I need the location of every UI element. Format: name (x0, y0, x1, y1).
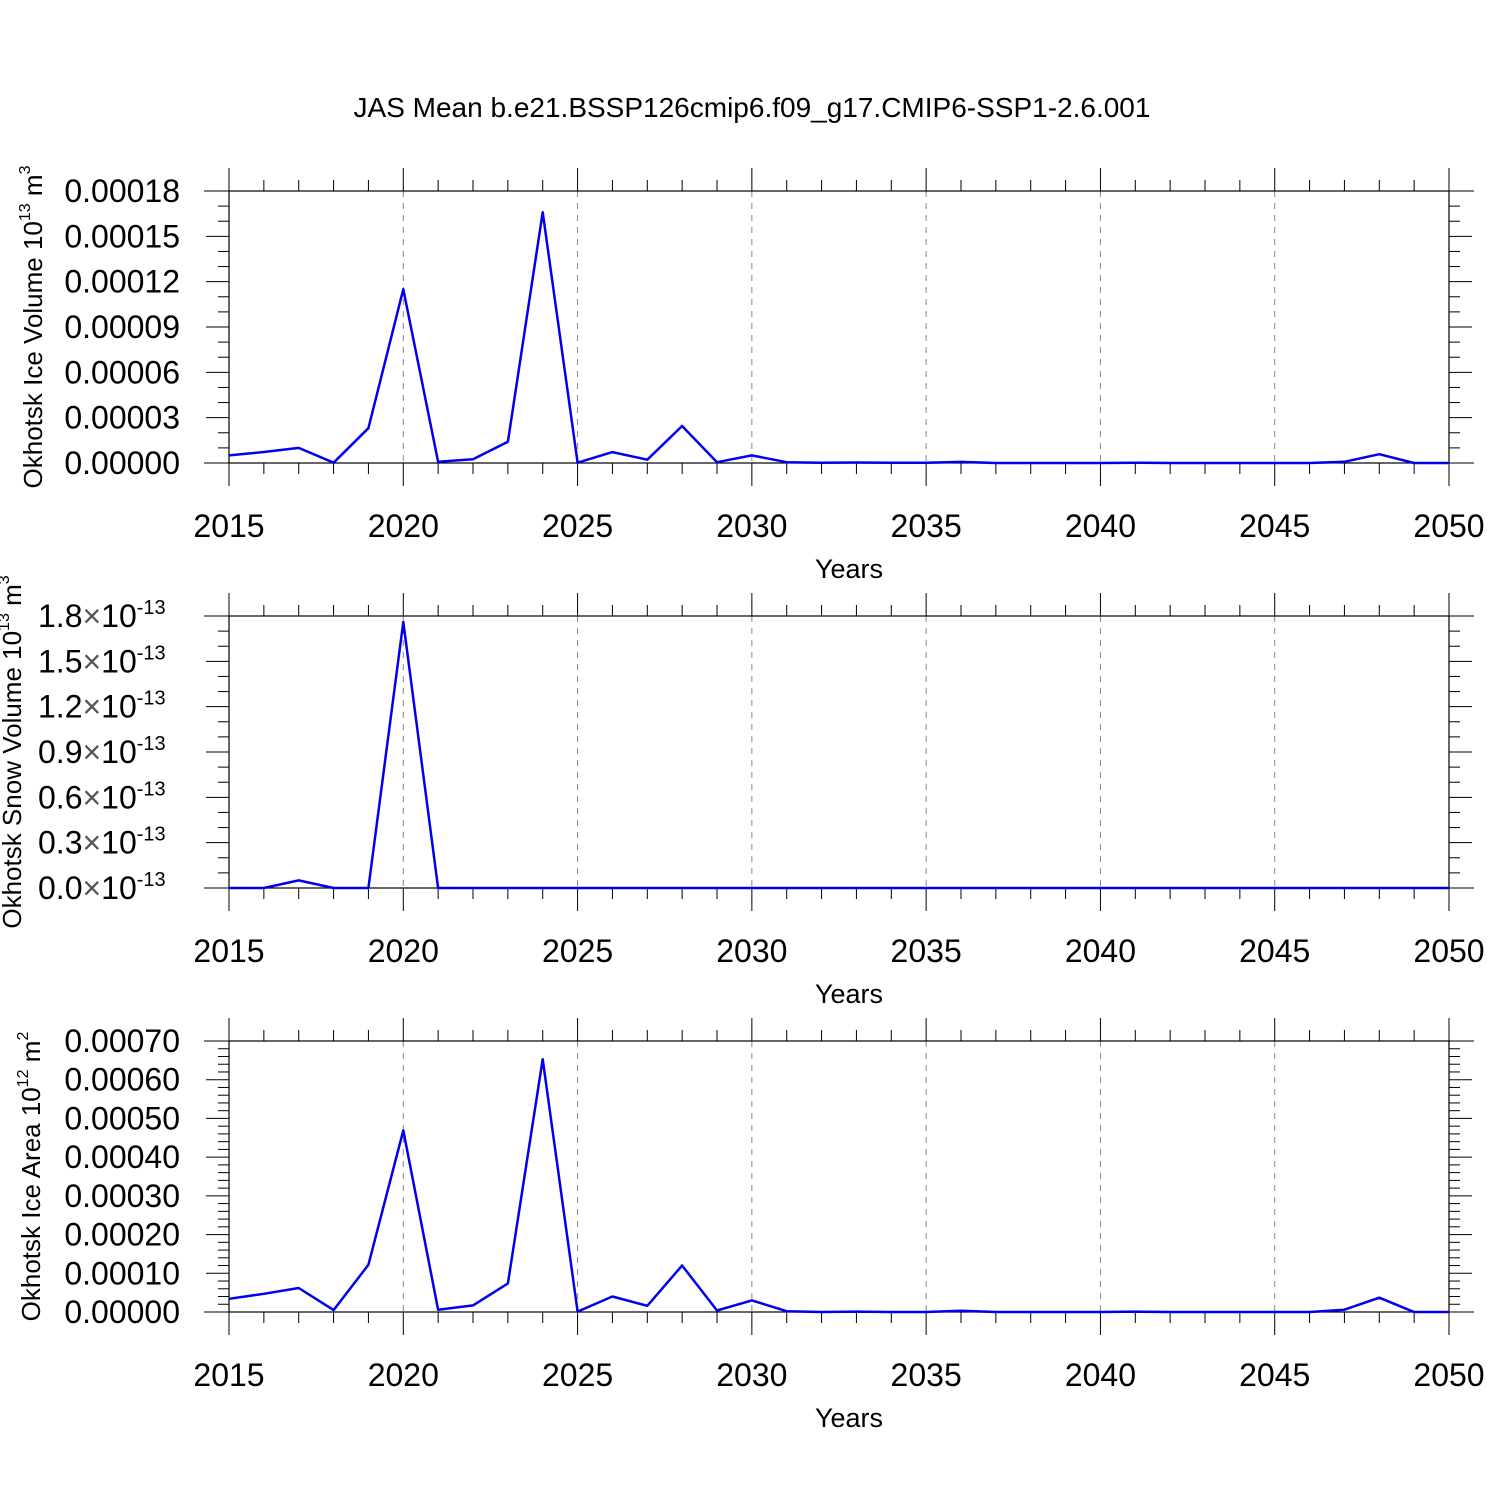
data-series-line (228, 210, 1449, 465)
y-tick-label: 0.00003 (64, 400, 180, 436)
y-tick-label: 0.00015 (64, 218, 180, 254)
y-tick-label: 0.00010 (64, 1255, 180, 1291)
data-series-line (229, 620, 1449, 890)
panel-1: 2015 2020 2025 2030 2035 2040 2045 2050 0.00000 0… (17, 165, 1485, 584)
y-tick-label: 1.8×10-13 (38, 597, 166, 634)
x-axis-label: Years (815, 979, 883, 1009)
x-tick-label: 2015 (193, 933, 264, 969)
x-tick-label: 2030 (716, 1357, 787, 1393)
x-tick-label: 2040 (1065, 933, 1136, 969)
x-tick-label: 2040 (1065, 1357, 1136, 1393)
y-tick-label: 1.2×10-13 (38, 688, 166, 725)
y-tick-label: 0.00000 (64, 1294, 180, 1330)
x-tick-label: 2035 (891, 1357, 962, 1393)
x-tick-label: 2030 (716, 933, 787, 969)
x-tick-label: 2035 (891, 508, 962, 544)
x-tick-label: 2045 (1239, 508, 1310, 544)
x-axis-label: Years (815, 554, 883, 584)
y-axis-label: Okhotsk Ice Area 1012 m2 (15, 1032, 46, 1322)
y-tick-label: 0.00050 (64, 1100, 180, 1136)
y-tick-label: 0.00012 (64, 264, 180, 300)
x-tick-label: 2035 (891, 933, 962, 969)
y-tick-label: 0.00018 (64, 173, 180, 209)
y-tick-label: 0.6×10-13 (38, 778, 166, 815)
y-tick-label: 0.0×10-13 (38, 869, 166, 906)
y-tick-label: 0.00060 (64, 1062, 180, 1098)
plot-frame (228, 615, 1450, 889)
x-tick-label: 2025 (542, 508, 613, 544)
panel-2: 2015 2020 2025 2030 2035 2040 2045 2050 0.0×10-1… (0, 575, 1485, 1009)
data-series-line (228, 1057, 1449, 1314)
x-tick-label: 2020 (368, 508, 439, 544)
x-tick-label: 2020 (368, 933, 439, 969)
x-tick-label: 2020 (368, 1357, 439, 1393)
y-axis-label: Okhotsk Ice Volume 1013 m3 (17, 165, 48, 488)
y-tick-label: 0.00009 (64, 309, 180, 345)
x-tick-label: 2040 (1065, 508, 1136, 544)
figure-title: JAS Mean b.e21.BSSP126cmip6.f09_g17.CMIP… (354, 92, 1151, 123)
panel-3: 2015 2020 2025 2030 2035 2040 2045 20500.000000… (15, 1018, 1485, 1433)
y-tick-label: 1.5×10-13 (38, 642, 166, 679)
y-tick-label: 0.00030 (64, 1178, 180, 1214)
y-tick-label: 0.9×10-13 (38, 733, 166, 770)
x-tick-label: 2050 (1413, 1357, 1484, 1393)
y-tick-label: 0.00070 (64, 1023, 180, 1059)
x-tick-label: 2030 (716, 508, 787, 544)
x-tick-label: 2025 (542, 1357, 613, 1393)
x-tick-label: 2045 (1239, 1357, 1310, 1393)
x-tick-label: 2015 (193, 508, 264, 544)
y-axis-label: Okhotsk Snow Volume 1013 m3 (0, 575, 27, 928)
x-tick-label: 2050 (1413, 508, 1484, 544)
y-tick-label: 0.00000 (64, 445, 180, 481)
y-tick-label: 0.3×10-13 (38, 824, 166, 861)
y-tick-label: 0.00020 (64, 1217, 180, 1253)
y-tick-label: 0.00006 (64, 354, 180, 390)
x-axis-label: Years (815, 1403, 883, 1433)
y-tick-label: 0.00040 (64, 1139, 180, 1175)
x-tick-label: 2045 (1239, 933, 1310, 969)
x-tick-label: 2050 (1413, 933, 1484, 969)
x-tick-label: 2025 (542, 933, 613, 969)
x-tick-label: 2015 (193, 1357, 264, 1393)
